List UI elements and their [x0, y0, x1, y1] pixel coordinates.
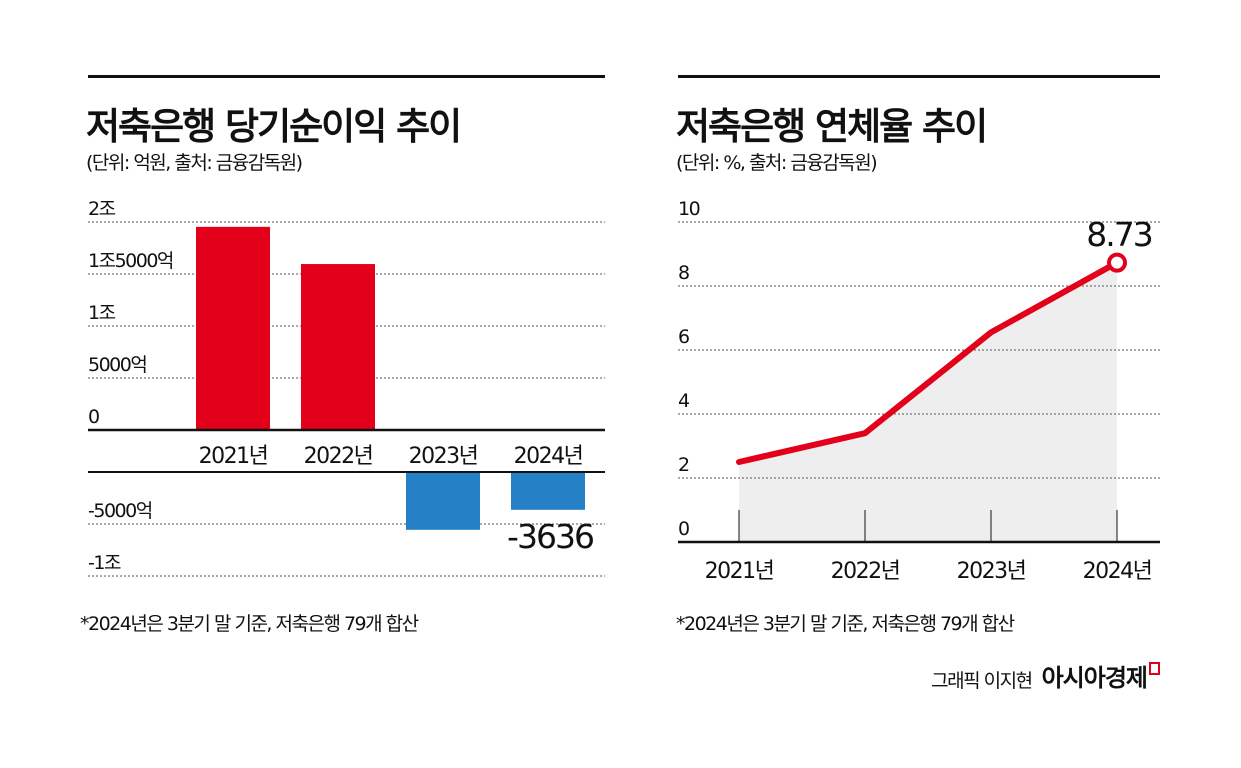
x-tick-label: 2024년 — [514, 444, 583, 469]
data-point-marker — [1107, 252, 1127, 273]
y-tick-label: -5000억 — [88, 500, 152, 522]
y-tick-label: 1조 — [88, 302, 116, 324]
data-label: 8.73 — [1086, 215, 1151, 254]
y-tick-label: 10 — [678, 198, 700, 220]
y-tick-label: 1조5000억 — [88, 250, 173, 272]
brand-mark-icon — [1149, 662, 1160, 675]
right-chart-subtitle: (단위: %, 출처: 금융감독원) — [676, 152, 878, 174]
y-tick-label: 8 — [678, 262, 689, 284]
area-fill — [739, 262, 1117, 542]
credit-author: 그래픽 이지현 — [931, 670, 1033, 692]
right-footnote: *2024년은 3분기 말 기준, 저축은행 79개 합산 — [676, 613, 1015, 635]
right-title-rule — [678, 75, 1160, 78]
y-tick-label: 2 — [678, 454, 689, 476]
y-tick-label: 6 — [678, 326, 689, 348]
x-tick-label: 2024년 — [1083, 559, 1152, 584]
delinquency-line — [736, 259, 1120, 465]
data-label: -3636 — [507, 517, 593, 556]
y-tick-label: 5000억 — [88, 354, 146, 376]
left-title-rule — [88, 75, 605, 78]
bar-2022년 — [301, 264, 375, 430]
left-chart-title: 저축은행 당기순이익 추이 — [86, 105, 462, 148]
x-tick-label: 2021년 — [199, 444, 268, 469]
credit: 그래픽 이지현 아시아경제 — [931, 658, 1160, 693]
x-tick-label: 2023년 — [957, 559, 1026, 584]
y-tick-label: 2조 — [88, 198, 116, 220]
brand-logo: 아시아경제 — [1041, 664, 1148, 692]
x-tick-label: 2023년 — [409, 444, 478, 469]
x-tick-label: 2021년 — [705, 559, 774, 584]
left-footnote: *2024년은 3분기 말 기준, 저축은행 79개 합산 — [80, 613, 419, 635]
y-tick-label: 0 — [88, 406, 99, 428]
y-tick-label: 0 — [678, 518, 689, 540]
right-chart-title: 저축은행 연체율 추이 — [676, 105, 988, 148]
left-chart-subtitle: (단위: 억원, 출처: 금융감독원) — [86, 152, 303, 174]
bar-2024년 — [511, 472, 585, 510]
x-tick-label: 2022년 — [831, 559, 900, 584]
y-tick-label: 4 — [678, 390, 690, 412]
bar-2021년 — [196, 226, 270, 430]
x-tick-label: 2022년 — [304, 444, 373, 469]
bar-2023년 — [406, 472, 480, 530]
y-tick-label: -1조 — [88, 552, 121, 574]
